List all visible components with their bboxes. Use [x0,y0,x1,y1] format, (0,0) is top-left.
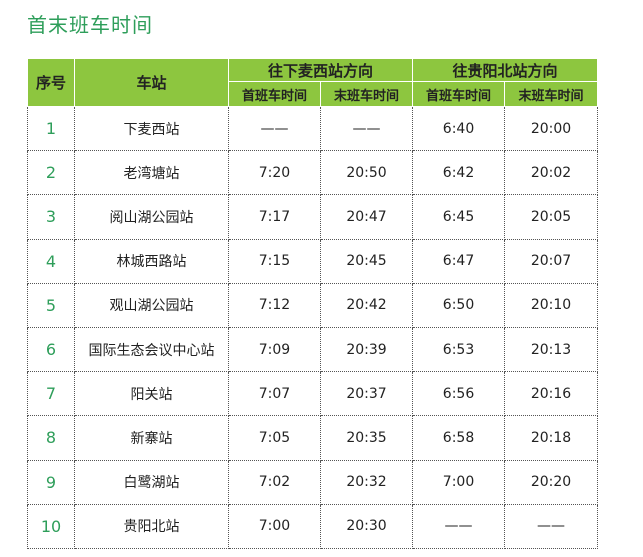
row-b-last-time: 20:13 [504,326,599,373]
row-station: 白鹭湖站 [74,459,229,505]
row-b-last-time: 20:18 [504,415,599,461]
table-row: 8 新寨站 7:05 20:35 6:58 20:18 [27,415,599,461]
row-a-first-time: 7:17 [228,194,321,240]
timetable: 序号 车站 往下麦西站方向 往贵阳北站方向 首班车时间 末班车时间 首班车时间 … [27,58,599,549]
row-index: 2 [27,150,75,196]
row-a-first-time: 7:15 [228,238,321,284]
row-station: 新寨站 [74,415,229,461]
row-b-first-time: 6:58 [412,415,506,461]
row-a-first-time: 7:02 [228,459,321,505]
row-index: 6 [27,326,75,373]
header-direction-b: 往贵阳北站方向 [412,58,599,82]
row-a-last-time: —— [319,105,414,152]
row-b-last-time: 20:02 [504,150,599,196]
header-direction-a: 往下麦西站方向 [227,58,414,82]
row-index: 1 [27,105,75,152]
row-a-last-time: 20:37 [319,371,414,417]
row-b-last-time: 20:20 [504,459,599,505]
row-station: 国际生态会议中心站 [74,326,229,373]
row-station: 观山湖公园站 [74,282,229,328]
table-row: 2 老湾塘站 7:20 20:50 6:42 20:02 [27,150,599,196]
row-b-last-time: 20:00 [504,105,599,152]
header-b-last: 末班车时间 [504,81,599,107]
header-b-first: 首班车时间 [412,81,506,107]
header-station: 车站 [74,58,229,107]
page-title: 首末班车时间 [27,13,153,37]
row-station: 老湾塘站 [74,150,229,196]
row-b-last-time: 20:16 [504,371,599,417]
row-index: 9 [27,459,75,505]
row-a-last-time: 20:32 [319,459,414,505]
header-a-last: 末班车时间 [319,81,414,107]
table-row: 1 下麦西站 —— —— 6:40 20:00 [27,105,599,152]
table-row: 9 白鹭湖站 7:02 20:32 7:00 20:20 [27,459,599,505]
row-index: 8 [27,415,75,461]
table-row: 5 观山湖公园站 7:12 20:42 6:50 20:10 [27,282,599,328]
row-b-first-time: 6:40 [412,105,506,152]
row-a-last-time: 20:35 [319,415,414,461]
row-a-last-time: 20:50 [319,150,414,196]
row-b-first-time: 6:56 [412,371,506,417]
row-station: 阅山湖公园站 [74,194,229,240]
header-index: 序号 [27,58,75,107]
row-index: 3 [27,194,75,240]
row-b-last-time: —— [504,503,599,549]
row-station: 林城西路站 [74,238,229,284]
row-a-first-time: 7:20 [228,150,321,196]
row-station: 阳关站 [74,371,229,417]
row-a-first-time: 7:12 [228,282,321,328]
row-a-last-time: 20:47 [319,194,414,240]
row-b-first-time: 7:00 [412,459,506,505]
row-b-first-time: 6:53 [412,326,506,373]
row-a-first-time: 7:07 [228,371,321,417]
row-a-last-time: 20:42 [319,282,414,328]
row-b-last-time: 20:05 [504,194,599,240]
table-row: 6 国际生态会议中心站 7:09 20:39 6:53 20:13 [27,326,599,373]
row-b-last-time: 20:07 [504,238,599,284]
row-a-last-time: 20:30 [319,503,414,549]
row-a-first-time: 7:09 [228,326,321,373]
row-b-first-time: 6:50 [412,282,506,328]
table-row: 3 阅山湖公园站 7:17 20:47 6:45 20:05 [27,194,599,240]
row-index: 4 [27,238,75,284]
row-b-first-time: 6:42 [412,150,506,196]
row-station: 贵阳北站 [74,503,229,549]
row-station: 下麦西站 [74,105,229,152]
table-row: 4 林城西路站 7:15 20:45 6:47 20:07 [27,238,599,284]
row-a-last-time: 20:39 [319,326,414,373]
row-b-first-time: 6:47 [412,238,506,284]
row-a-last-time: 20:45 [319,238,414,284]
row-b-first-time: 6:45 [412,194,506,240]
row-index: 7 [27,371,75,417]
row-index: 10 [27,503,75,549]
row-b-last-time: 20:10 [504,282,599,328]
row-a-first-time: 7:05 [228,415,321,461]
header-a-first: 首班车时间 [228,81,321,107]
row-a-first-time: —— [228,105,321,152]
table-row: 10 贵阳北站 7:00 20:30 —— —— [27,503,599,549]
row-index: 5 [27,282,75,328]
row-b-first-time: —— [412,503,506,549]
table-row: 7 阳关站 7:07 20:37 6:56 20:16 [27,371,599,417]
row-a-first-time: 7:00 [228,503,321,549]
